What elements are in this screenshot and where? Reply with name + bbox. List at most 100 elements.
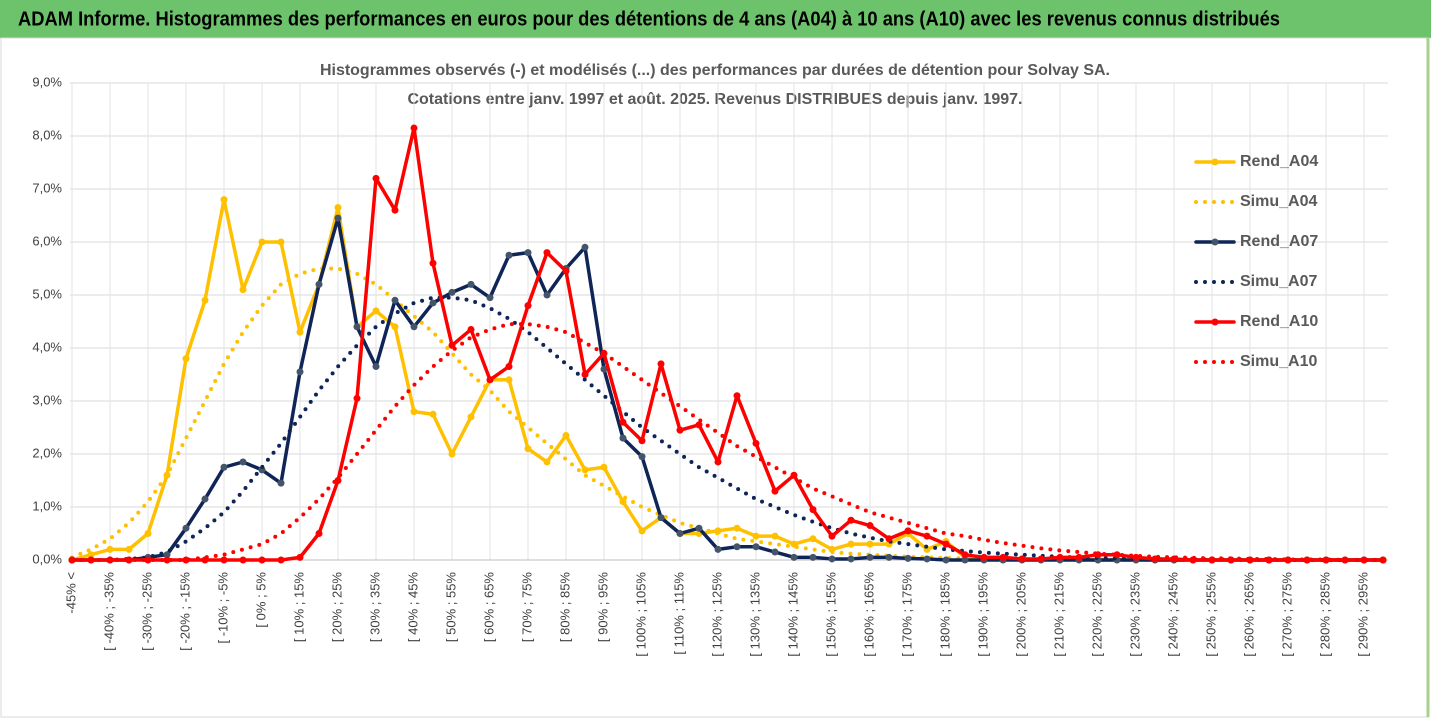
data-point bbox=[448, 288, 456, 296]
data-point bbox=[486, 294, 494, 302]
data-point bbox=[429, 299, 437, 307]
data-point bbox=[790, 553, 798, 561]
data-point bbox=[942, 540, 950, 548]
x-tick-label: [ 160% ; 165% bbox=[861, 572, 876, 657]
legend-label: Rend_A07 bbox=[1240, 233, 1318, 250]
data-point bbox=[144, 556, 152, 564]
data-point bbox=[752, 439, 760, 447]
x-tick-label: [ 290% ; 295% bbox=[1355, 572, 1370, 657]
data-point bbox=[1303, 556, 1311, 564]
data-point bbox=[638, 527, 646, 535]
y-tick-label: 9,0% bbox=[32, 74, 62, 89]
data-point bbox=[201, 296, 209, 304]
data-point bbox=[315, 280, 323, 288]
data-point bbox=[923, 532, 931, 540]
data-point bbox=[429, 410, 437, 418]
data-point bbox=[1113, 551, 1121, 559]
header-bar bbox=[0, 0, 1431, 38]
x-tick-label: [ 260% ; 265% bbox=[1241, 572, 1256, 657]
data-point bbox=[828, 532, 836, 540]
data-point bbox=[220, 556, 228, 564]
data-point bbox=[581, 243, 589, 251]
data-point bbox=[904, 554, 912, 562]
x-tick-label: [ 120% ; 125% bbox=[709, 572, 724, 657]
x-tick-label: -45% < bbox=[63, 572, 78, 614]
data-point bbox=[885, 535, 893, 543]
data-point bbox=[809, 535, 817, 543]
chart-title: Histogrammes observés (-) et modélisés (… bbox=[320, 62, 1110, 79]
data-point bbox=[866, 522, 874, 530]
data-point bbox=[391, 206, 399, 214]
x-tick-label: [ 0% ; 5% bbox=[253, 572, 268, 628]
x-tick-label: [ 230% ; 235% bbox=[1127, 572, 1142, 657]
x-tick-label: [ 130% ; 135% bbox=[747, 572, 762, 657]
data-point bbox=[809, 553, 817, 561]
data-point bbox=[1284, 556, 1292, 564]
data-point bbox=[410, 408, 418, 416]
data-point bbox=[600, 365, 608, 373]
data-point bbox=[847, 540, 855, 548]
x-tick-label: [ -20% ; -15% bbox=[177, 572, 192, 651]
data-point bbox=[885, 553, 893, 561]
data-point bbox=[714, 458, 722, 466]
data-point bbox=[1379, 556, 1387, 564]
y-tick-label: 5,0% bbox=[32, 286, 62, 301]
data-point bbox=[524, 445, 532, 453]
data-point bbox=[562, 431, 570, 439]
data-point bbox=[980, 553, 988, 561]
data-point bbox=[296, 328, 304, 336]
series-line bbox=[70, 197, 1385, 562]
x-tick-label: [ 70% ; 75% bbox=[519, 572, 534, 643]
data-point bbox=[163, 551, 171, 559]
data-point bbox=[258, 556, 266, 564]
data-point bbox=[258, 238, 266, 246]
data-point bbox=[505, 363, 513, 371]
data-point bbox=[372, 174, 380, 182]
x-tick-label: [ 100% ; 105% bbox=[633, 572, 648, 657]
data-point bbox=[353, 323, 361, 331]
data-point bbox=[296, 553, 304, 561]
data-point bbox=[676, 426, 684, 434]
y-tick-label: 6,0% bbox=[32, 233, 62, 248]
x-tick-label: [ 20% ; 25% bbox=[329, 572, 344, 643]
y-tick-label: 4,0% bbox=[32, 339, 62, 354]
data-point bbox=[182, 524, 190, 532]
data-point bbox=[619, 498, 627, 506]
data-point bbox=[239, 458, 247, 466]
data-point bbox=[391, 323, 399, 331]
data-point bbox=[220, 196, 228, 204]
data-point bbox=[391, 296, 399, 304]
legend-label: Rend_A04 bbox=[1240, 153, 1318, 170]
x-tick-label: [ 240% ; 245% bbox=[1165, 572, 1180, 657]
data-point bbox=[695, 524, 703, 532]
data-point bbox=[125, 545, 133, 553]
x-tick-label: [ 190% ; 195% bbox=[975, 572, 990, 657]
series-line bbox=[70, 322, 1385, 562]
data-point bbox=[182, 355, 190, 363]
data-point bbox=[524, 302, 532, 310]
x-tick-label: [ 200% ; 205% bbox=[1013, 572, 1028, 657]
x-tick-label: [ 40% ; 45% bbox=[405, 572, 420, 643]
x-tick-label: [ -10% ; -5% bbox=[215, 572, 230, 644]
data-point bbox=[543, 291, 551, 299]
data-point bbox=[467, 325, 475, 333]
x-tick-label: [ 60% ; 65% bbox=[481, 572, 496, 643]
data-point bbox=[163, 556, 171, 564]
data-point bbox=[961, 556, 969, 564]
data-point bbox=[239, 556, 247, 564]
data-point bbox=[657, 360, 665, 368]
data-point bbox=[220, 463, 228, 471]
x-tick-label: [ 30% ; 35% bbox=[367, 572, 382, 643]
data-point bbox=[410, 323, 418, 331]
data-point bbox=[315, 530, 323, 537]
data-point bbox=[733, 543, 741, 551]
data-point bbox=[372, 363, 380, 371]
x-tick-label: [ -40% ; -35% bbox=[101, 572, 116, 651]
data-point bbox=[144, 530, 152, 537]
x-tick-label: [ 140% ; 145% bbox=[785, 572, 800, 657]
data-point bbox=[1018, 555, 1026, 563]
x-tick-label: [ 90% ; 95% bbox=[595, 572, 610, 643]
data-point bbox=[543, 249, 551, 257]
chart-subtitle: Cotations entre janv. 1997 et août. 2025… bbox=[408, 91, 1023, 108]
legend-label: Simu_A04 bbox=[1240, 193, 1317, 210]
